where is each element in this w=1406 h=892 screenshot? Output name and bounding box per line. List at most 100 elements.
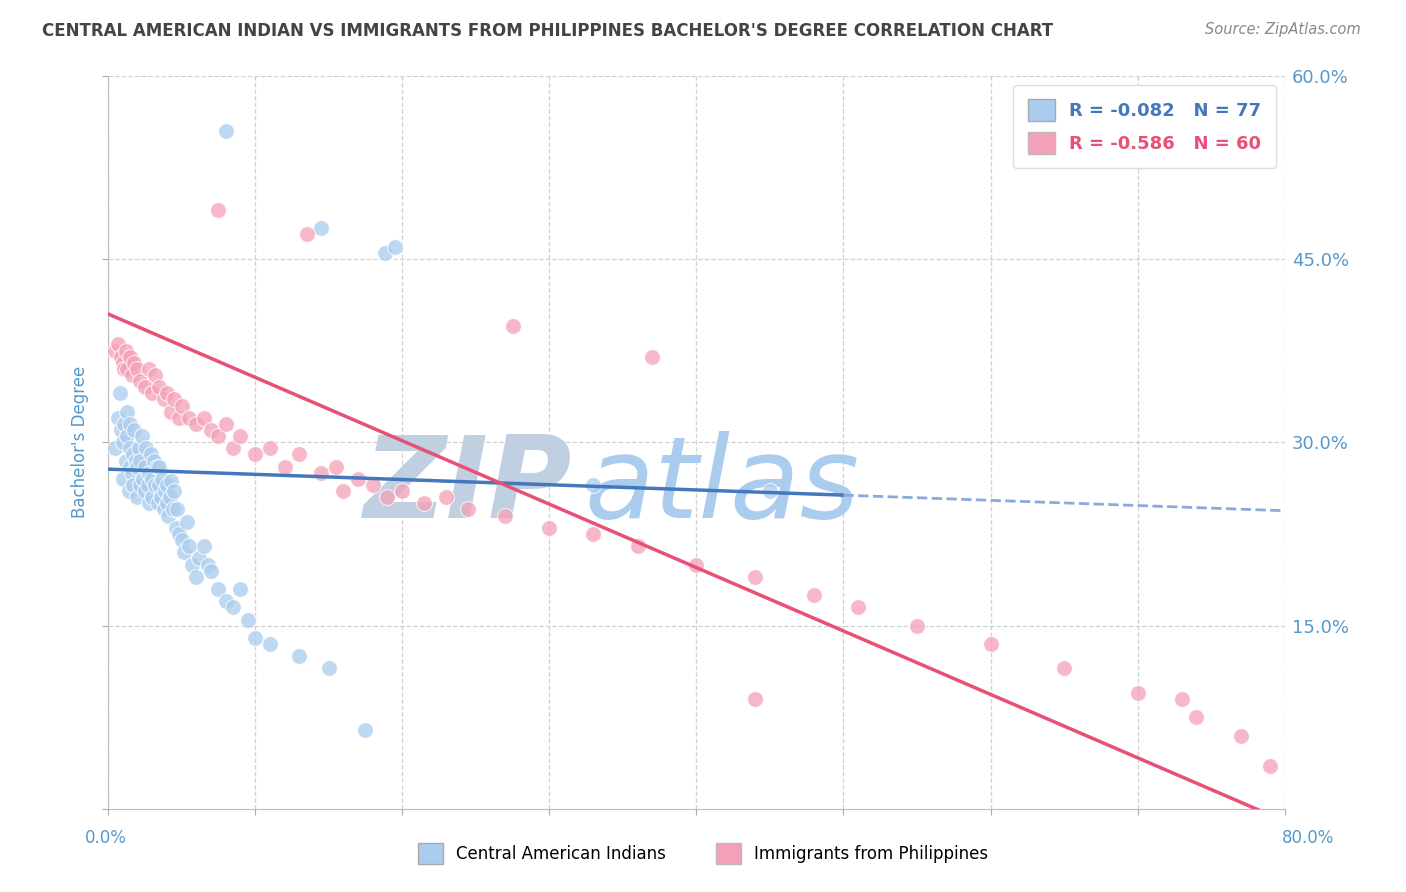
Point (744, 692, 766, 706)
Point (1171, 692, 1194, 706)
Point (207, 582, 229, 596)
Point (361, 478, 384, 492)
Point (186, 417, 208, 431)
Point (457, 502, 479, 516)
Point (197, 558, 219, 572)
Point (156, 478, 179, 492)
Point (124, 423, 146, 437)
Point (131, 429, 153, 443)
Point (1229, 729, 1251, 743)
Point (157, 508, 180, 523)
Point (127, 362, 149, 376)
Point (145, 459, 167, 474)
Point (138, 496, 160, 510)
Point (236, 613, 259, 627)
Point (332, 484, 354, 499)
Point (143, 478, 166, 492)
Point (107, 337, 129, 351)
Point (295, 227, 318, 242)
Point (413, 496, 436, 510)
Point (215, 594, 238, 608)
Point (104, 442, 127, 456)
Point (146, 496, 169, 510)
Point (200, 423, 222, 437)
Point (325, 459, 347, 474)
Point (156, 496, 179, 510)
Point (377, 490, 399, 504)
Point (132, 472, 155, 486)
Point (115, 405, 138, 419)
Point (177, 410, 200, 425)
Point (124, 356, 146, 370)
Point (129, 374, 152, 388)
Point (163, 484, 186, 499)
Point (288, 448, 311, 462)
Point (980, 637, 1002, 651)
Point (111, 472, 134, 486)
Point (207, 202, 229, 217)
Point (153, 502, 176, 516)
Text: ZIP: ZIP (364, 431, 572, 541)
Point (538, 521, 561, 535)
Point (160, 405, 183, 419)
Point (110, 423, 132, 437)
Point (162, 502, 184, 516)
Point (311, 221, 333, 235)
Point (153, 392, 176, 407)
Point (141, 490, 163, 504)
Point (434, 490, 457, 504)
Point (118, 459, 141, 474)
Point (122, 448, 145, 462)
Point (115, 362, 138, 376)
Point (159, 490, 181, 504)
Point (803, 588, 825, 602)
Point (166, 502, 188, 516)
Point (104, 343, 127, 358)
Point (391, 484, 413, 499)
Point (193, 539, 215, 553)
Point (110, 350, 132, 364)
Point (200, 564, 222, 578)
Point (134, 484, 156, 499)
Legend: R = -0.082   N = 77, R = -0.586   N = 60: R = -0.082 N = 77, R = -0.586 N = 60 (1014, 85, 1275, 169)
Point (318, 661, 340, 675)
Point (1053, 661, 1076, 675)
Point (118, 417, 141, 431)
Point (905, 618, 928, 632)
Point (118, 350, 141, 364)
Point (127, 490, 149, 504)
Point (229, 429, 252, 443)
Point (744, 570, 766, 584)
Point (846, 600, 869, 615)
Point (152, 472, 174, 486)
Point (288, 649, 311, 664)
Point (626, 539, 648, 553)
Point (685, 558, 707, 572)
Point (177, 539, 200, 553)
Point (141, 386, 163, 401)
Point (142, 453, 165, 467)
Point (229, 582, 252, 596)
Point (259, 637, 281, 651)
Text: Source: ZipAtlas.com: Source: ZipAtlas.com (1205, 22, 1361, 37)
Point (129, 478, 152, 492)
Point (243, 448, 266, 462)
Point (347, 472, 370, 486)
Point (176, 515, 198, 529)
Point (108, 386, 131, 401)
Point (155, 484, 177, 499)
Legend: Central American Indians, Immigrants from Philippines: Central American Indians, Immigrants fro… (411, 837, 995, 871)
Point (138, 362, 160, 376)
Point (165, 521, 187, 535)
Point (121, 368, 143, 382)
Point (163, 392, 186, 407)
Text: CENTRAL AMERICAN INDIAN VS IMMIGRANTS FROM PHILIPPINES BACHELOR'S DEGREE CORRELA: CENTRAL AMERICAN INDIAN VS IMMIGRANTS FR… (42, 22, 1053, 40)
Point (273, 459, 295, 474)
Point (148, 459, 170, 474)
Point (114, 453, 136, 467)
Point (215, 123, 238, 137)
Point (139, 448, 162, 462)
Point (111, 356, 134, 370)
Point (173, 545, 195, 559)
Point (111, 435, 134, 450)
